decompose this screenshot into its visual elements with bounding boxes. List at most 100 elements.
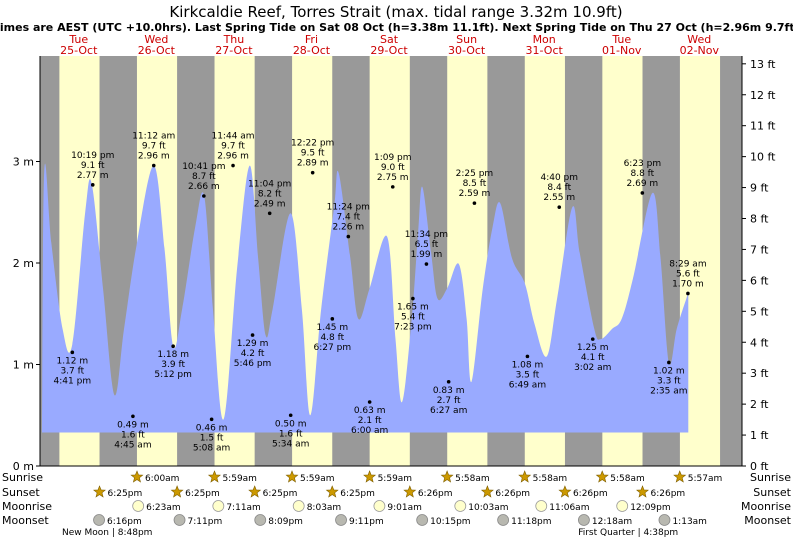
day-name: Thu xyxy=(223,33,245,46)
high-tide-label: 10:19 pm9.1 ft2.77 m xyxy=(71,151,114,187)
day-name: Tue xyxy=(68,33,88,46)
sunset-event: 6:25pm xyxy=(325,485,375,499)
moonset-event: 7:11pm xyxy=(173,514,223,527)
tide-label-line: 1.29 m xyxy=(237,339,269,349)
tide-point xyxy=(424,262,429,266)
moonset-time: 1:13am xyxy=(672,517,707,527)
day-date: 01-Nov xyxy=(602,44,642,57)
low-tide-label: 1.02 m3.3 ft2:35 am xyxy=(650,360,688,396)
tide-label-line: 5.4 ft xyxy=(401,313,425,323)
tide-label-line: 11:34 pm xyxy=(405,230,448,240)
tide-label-line: 8:29 am xyxy=(669,259,706,269)
tide-point xyxy=(686,291,690,296)
tide-point xyxy=(209,417,214,422)
tide-label-line: 6:27 am xyxy=(430,406,467,416)
tide-label-line: 2:25 pm xyxy=(456,169,494,179)
sunrise-time: 5:58am xyxy=(455,474,490,484)
tide-label-line: 5:08 am xyxy=(193,443,230,453)
sunset-event: 6:26pm xyxy=(480,485,530,499)
moonset-time: 7:11pm xyxy=(188,517,223,527)
tide-point xyxy=(231,163,235,168)
row-label-right: Sunset xyxy=(753,486,791,499)
tide-label-line: 1.6 ft xyxy=(121,430,145,440)
day-name: Tue xyxy=(611,33,631,46)
moonset-event: 11:18pm xyxy=(497,514,552,527)
sunrise-time: 5:57am xyxy=(688,474,723,484)
right-margin-band xyxy=(730,56,742,466)
y-right-tick-label: 9 ft xyxy=(750,182,769,195)
tide-point xyxy=(70,350,75,355)
tide-label-line: 6:49 am xyxy=(509,380,546,390)
low-tide-label: 1.12 m3.7 ft4:41 pm xyxy=(54,350,92,386)
tide-label-line: 9.0 ft xyxy=(381,163,405,173)
moonrise-event: 6:23am xyxy=(132,500,181,513)
day-name: Wed xyxy=(687,33,711,46)
moonrise-event: 11:06am xyxy=(535,500,589,513)
tide-label-line: 11:12 am xyxy=(132,132,175,142)
tide-label-line: 3.7 ft xyxy=(60,366,84,376)
tide-label-line: 2.49 m xyxy=(254,199,286,209)
low-tide-label: 1.45 m4.8 ft6:27 pm xyxy=(314,317,351,353)
chart-title: Kirkcaldie Reef, Torres Strait (max. tid… xyxy=(169,3,622,21)
day-name: Wed xyxy=(144,33,168,46)
tide-point xyxy=(288,413,293,418)
night-band xyxy=(720,56,730,466)
sunset-event: 6:25pm xyxy=(170,485,220,499)
day-date: 02-Nov xyxy=(680,44,720,57)
tide-label-line: 11:44 am xyxy=(211,132,254,142)
moonrise-time: 12:09pm xyxy=(630,503,670,513)
tide-point xyxy=(411,296,415,301)
sunrise-time: 5:59am xyxy=(378,474,413,484)
sunrise-event: 5:58am xyxy=(595,470,645,484)
sunset-time: 6:26pm xyxy=(573,489,608,499)
moon-icon xyxy=(335,514,347,526)
moonset-time: 12:18am xyxy=(592,517,632,527)
sun-star-icon xyxy=(170,485,184,498)
tide-point xyxy=(557,205,562,209)
tide-label-line: 6:00 am xyxy=(351,426,388,436)
tide-point xyxy=(390,185,395,189)
moonrise-time: 6:23am xyxy=(146,503,181,513)
day-date: 28-Oct xyxy=(293,44,331,57)
day-name: Fri xyxy=(305,33,318,46)
y-left-tick-label: 1 m xyxy=(13,359,34,372)
tide-label-line: 8.8 ft xyxy=(630,169,654,179)
row-label-left: Moonrise xyxy=(2,500,52,513)
tide-label-line: 9.5 ft xyxy=(301,149,325,159)
row-label-left: Sunrise xyxy=(2,471,43,484)
tide-label-line: 1.02 m xyxy=(653,366,685,376)
tide-label-line: 9.1 ft xyxy=(81,161,105,171)
tide-label-line: 8.5 ft xyxy=(463,179,487,189)
moonset-time: 6:16pm xyxy=(107,517,142,527)
tide-label-line: 4.2 ft xyxy=(241,349,265,359)
tide-label-line: 6:23 pm xyxy=(624,159,662,169)
low-tide-label: 0.83 m2.7 ft6:27 am xyxy=(430,379,467,416)
tide-label-line: 1:09 pm xyxy=(374,153,412,163)
y-right-tick-label: 4 ft xyxy=(750,336,769,349)
tide-label-line: 10:19 pm xyxy=(71,151,114,161)
day-date: 26-Oct xyxy=(138,44,176,57)
tide-point xyxy=(131,414,135,419)
sunrise-time: 5:59am xyxy=(222,474,256,484)
tide-label-line: 4:41 pm xyxy=(54,376,92,386)
moonrise-event: 10:03am xyxy=(454,500,509,513)
tide-label-line: 11:24 pm xyxy=(327,203,370,213)
moonrise-time: 11:06am xyxy=(549,503,589,513)
moonrise-event: 7:11am xyxy=(212,500,261,513)
tide-label-line: 8.2 ft xyxy=(258,189,282,199)
sun-star-icon xyxy=(248,485,262,498)
y-right-tick-label: 5 ft xyxy=(750,305,769,318)
tide-point xyxy=(310,170,315,175)
sunset-time: 6:26pm xyxy=(418,489,453,499)
tide-label-line: 2.96 m xyxy=(138,152,170,162)
tide-label-line: 2.66 m xyxy=(188,182,220,192)
tide-label-line: 12:22 pm xyxy=(291,139,334,149)
tide-label-line: 1.18 m xyxy=(157,350,189,360)
low-tide-label: 1.18 m3.9 ft5:12 pm xyxy=(154,344,192,380)
low-tide-label: 1.08 m3.5 ft6:49 am xyxy=(509,354,546,390)
low-tide-label: 1.65 m5.4 ft7:23 pm xyxy=(394,296,432,333)
high-tide-label: 11:04 pm8.2 ft2.49 m xyxy=(248,179,291,216)
sun-star-icon xyxy=(595,470,609,483)
tide-label-line: 0.49 m xyxy=(117,420,149,430)
